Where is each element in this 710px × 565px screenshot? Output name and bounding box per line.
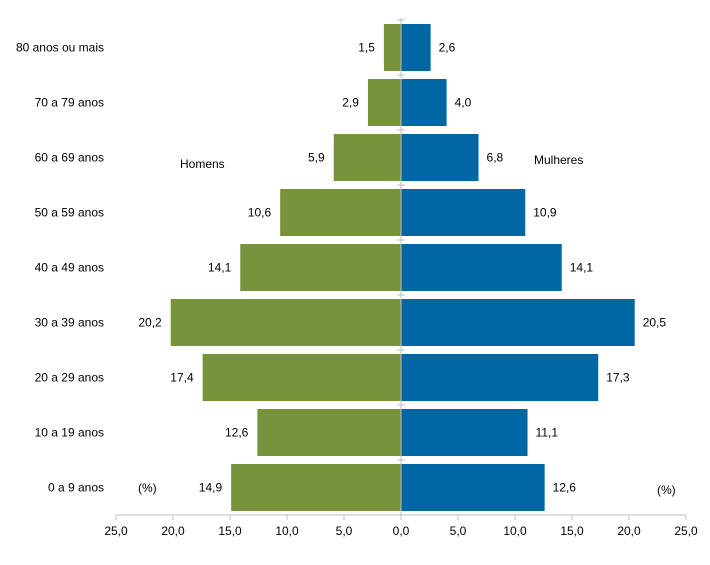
data-label-mulheres: 20,5 bbox=[643, 316, 667, 330]
category-label: 80 anos ou mais bbox=[16, 41, 104, 55]
data-label-homens: 17,4 bbox=[170, 371, 194, 385]
bar-homens bbox=[240, 244, 401, 291]
data-label-homens: 14,1 bbox=[208, 261, 232, 275]
bar-homens bbox=[383, 24, 401, 71]
bar-mulheres bbox=[401, 79, 447, 126]
data-label-homens: 14,9 bbox=[199, 481, 223, 495]
data-label-homens: 5,9 bbox=[308, 151, 325, 165]
x-tick-label: 25,0 bbox=[674, 524, 698, 538]
data-label-mulheres: 12,6 bbox=[553, 481, 577, 495]
data-label-mulheres: 17,3 bbox=[606, 371, 630, 385]
bar-mulheres bbox=[401, 134, 479, 181]
x-tick-label: 10,0 bbox=[503, 524, 527, 538]
bar-mulheres bbox=[401, 354, 599, 401]
bar-mulheres bbox=[401, 189, 526, 236]
bar-mulheres bbox=[401, 244, 562, 291]
data-label-homens: 2,9 bbox=[342, 96, 359, 110]
bar-mulheres bbox=[401, 409, 528, 456]
category-label: 20 a 29 anos bbox=[35, 371, 104, 385]
data-label-homens: 12,6 bbox=[225, 426, 249, 440]
x-tick-label: 5,0 bbox=[450, 524, 467, 538]
data-label-mulheres: 6,8 bbox=[487, 151, 504, 165]
bar-mulheres bbox=[401, 464, 545, 511]
x-tick-label: 15,0 bbox=[218, 524, 242, 538]
bar-homens bbox=[231, 464, 401, 511]
x-tick-label: 20,0 bbox=[161, 524, 185, 538]
category-label: 40 a 49 anos bbox=[35, 261, 104, 275]
bar-homens bbox=[280, 189, 401, 236]
category-label: 30 a 39 anos bbox=[35, 316, 104, 330]
bar-homens bbox=[170, 299, 401, 346]
bar-homens bbox=[333, 134, 401, 181]
series-label-homens: Homens bbox=[180, 157, 225, 171]
data-label-homens: 1,5 bbox=[358, 41, 375, 55]
category-label: 0 a 9 anos bbox=[48, 481, 104, 495]
x-tick-label: 15,0 bbox=[560, 524, 584, 538]
data-label-mulheres: 10,9 bbox=[533, 206, 557, 220]
x-tick-label: 5,0 bbox=[336, 524, 353, 538]
data-label-mulheres: 2,6 bbox=[439, 41, 456, 55]
category-label: 50 a 59 anos bbox=[35, 206, 104, 220]
bar-mulheres bbox=[401, 299, 635, 346]
data-label-mulheres: 14,1 bbox=[570, 261, 594, 275]
x-tick-label: 10,0 bbox=[275, 524, 299, 538]
data-label-mulheres: 4,0 bbox=[455, 96, 472, 110]
data-label-mulheres: 11,1 bbox=[536, 426, 559, 440]
x-tick-label: 25,0 bbox=[104, 524, 128, 538]
bar-homens bbox=[202, 354, 401, 401]
category-label: 60 a 69 anos bbox=[35, 151, 104, 165]
data-label-homens: 20,2 bbox=[138, 316, 162, 330]
x-tick-label: 20,0 bbox=[617, 524, 641, 538]
series-label-mulheres: Mulheres bbox=[534, 153, 584, 167]
bar-homens bbox=[367, 79, 401, 126]
unit-label-left: (%) bbox=[138, 481, 157, 495]
data-label-homens: 10,6 bbox=[248, 206, 272, 220]
bar-mulheres bbox=[401, 24, 431, 71]
category-label: 70 a 79 anos bbox=[35, 96, 104, 110]
unit-label-right: (%) bbox=[657, 483, 676, 497]
x-tick-label: 0,0 bbox=[393, 524, 410, 538]
bar-homens bbox=[257, 409, 401, 456]
category-label: 10 a 19 anos bbox=[35, 426, 104, 440]
